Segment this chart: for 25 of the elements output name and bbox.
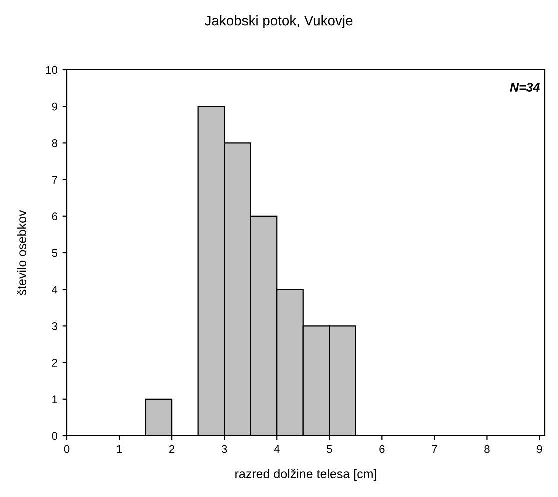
y-tick-label: 4: [52, 286, 58, 294]
y-tick-label: 6: [52, 212, 58, 221]
y-tick-label: 7: [52, 176, 58, 184]
x-tick-label: 6: [380, 445, 385, 454]
y-tick-label: 0: [52, 432, 58, 440]
x-tick-label: 9: [537, 445, 542, 454]
y-tick-label: 10: [46, 66, 58, 74]
annotation: N=34: [510, 83, 540, 92]
y-axis-title: število osebkov: [17, 210, 26, 296]
x-tick-label: 8: [484, 445, 490, 454]
x-tick-label: 5: [326, 445, 332, 454]
y-tick-label: 5: [52, 249, 58, 258]
y-tick-label: 3: [52, 322, 58, 330]
chart-title: Jakobski potok, Vukovje: [204, 16, 353, 28]
x-axis-title: razred dolžine telesa [cm]: [236, 469, 376, 481]
y-tick-label: 2: [52, 359, 58, 367]
x-tick-label: 7: [432, 445, 438, 454]
y-tick-label: 1: [52, 396, 58, 404]
x-tick-label: 2: [170, 445, 175, 454]
x-tick-label: 1: [117, 445, 122, 454]
x-tick-label: 4: [274, 445, 280, 454]
x-tick-label: 3: [222, 445, 228, 454]
y-tick-label: 9: [52, 102, 58, 111]
y-tick-label: 8: [52, 139, 58, 148]
x-tick-label: 0: [64, 445, 70, 454]
